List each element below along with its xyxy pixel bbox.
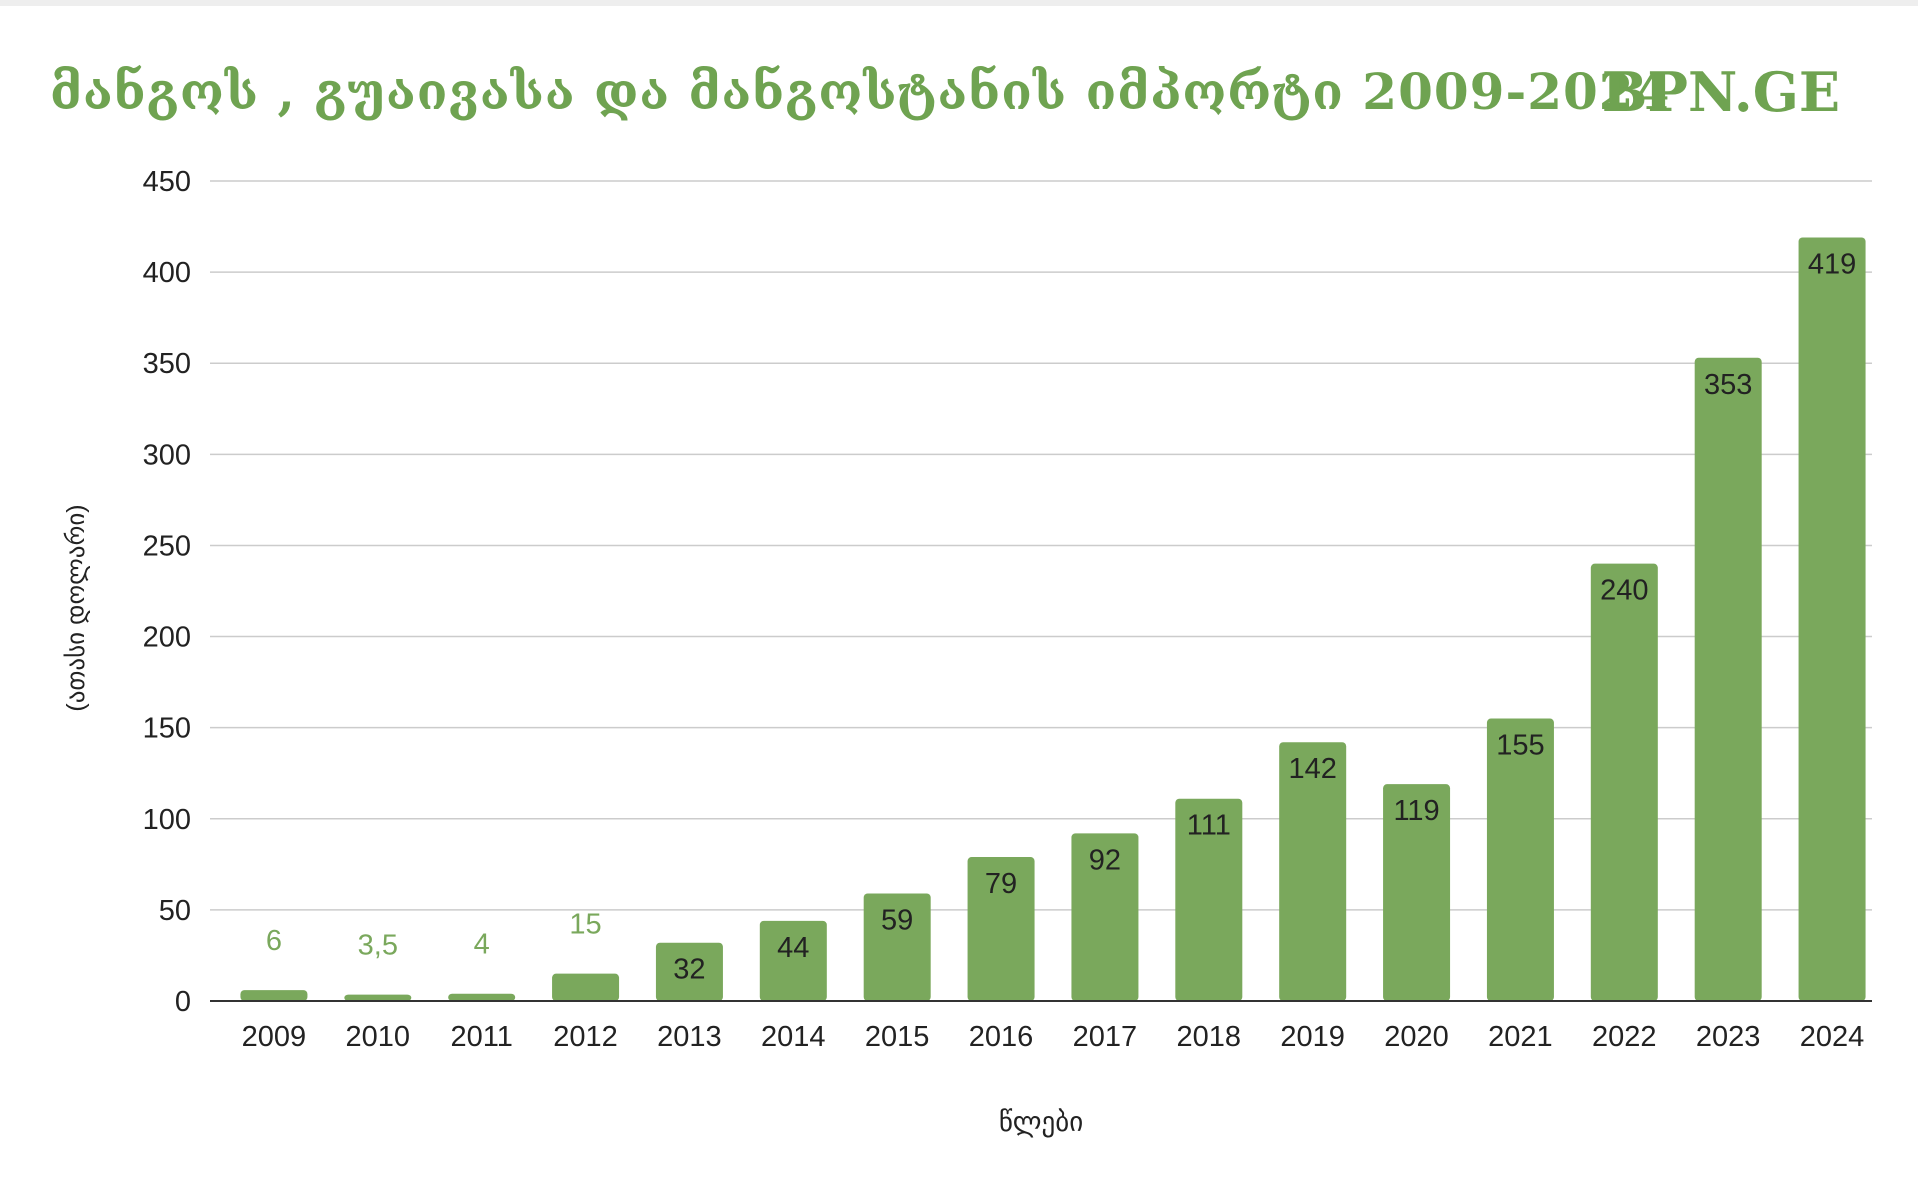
- x-tick-label: 2011: [451, 1021, 513, 1053]
- y-tick-label: 0: [175, 986, 191, 1018]
- x-tick-label: 2015: [865, 1021, 930, 1053]
- data-label-2015: 59: [881, 904, 913, 936]
- data-label-2020: 119: [1393, 795, 1439, 827]
- data-label-2010: 3,5: [358, 930, 398, 962]
- x-axis-title: წლები: [999, 1107, 1083, 1137]
- bar-2015: [863, 893, 931, 1001]
- x-tick-label: 2010: [346, 1021, 411, 1053]
- x-tick-label: 2013: [657, 1021, 722, 1053]
- x-tick-label: 2023: [1696, 1021, 1761, 1053]
- bar-2019: [1279, 742, 1347, 1001]
- bars: [240, 237, 1866, 1001]
- bar-2021: [1486, 718, 1554, 1001]
- y-tick-label: 150: [143, 713, 191, 745]
- x-tick-label: 2009: [242, 1021, 307, 1053]
- y-tick-label: 250: [143, 530, 191, 562]
- bar-2009: [240, 990, 308, 1001]
- chart-title: მანგოს , გუაივასა და მანგოსტანის იმპორტი…: [50, 62, 1671, 121]
- bar-2017: [1071, 833, 1139, 1001]
- x-tick-label: 2012: [553, 1021, 618, 1053]
- data-label-2014: 44: [777, 932, 809, 964]
- bar-2022: [1590, 563, 1658, 1001]
- data-label-2024: 419: [1808, 248, 1856, 280]
- x-tick-label: 2021: [1488, 1021, 1553, 1053]
- bar-2020: [1383, 784, 1451, 1001]
- x-tick-label: 2019: [1280, 1021, 1345, 1053]
- y-tick-label: 300: [143, 439, 191, 471]
- x-tick-label: 2017: [1073, 1021, 1138, 1053]
- data-label-2011: 4: [474, 929, 490, 961]
- bar-2012: [552, 973, 620, 1001]
- x-tick-label: 2022: [1592, 1021, 1657, 1053]
- data-label-2023: 353: [1704, 369, 1752, 401]
- data-label-2018: 111: [1187, 810, 1231, 842]
- bar-2011: [448, 993, 516, 1001]
- bar-2018: [1175, 798, 1243, 1001]
- y-axis-title: (ათასი დოლარი): [62, 504, 90, 711]
- x-tick-label: 2014: [761, 1021, 826, 1053]
- x-axis-ticks: 2009 2010 2011 2012 2013 2014 2015 2016 2017 2018…: [242, 1021, 1865, 1053]
- y-tick-label: 50: [159, 895, 191, 927]
- y-tick-label: 350: [143, 348, 191, 380]
- y-axis-ticks: 0 50 100 150 200 250 300 350 400 450: [143, 166, 191, 1018]
- y-tick-label: 450: [143, 166, 191, 198]
- bar-2014: [759, 920, 827, 1001]
- bar-2016: [967, 857, 1035, 1001]
- top-border: [0, 0, 1918, 6]
- y-tick-label: 200: [143, 622, 191, 654]
- data-label-2016: 79: [985, 868, 1017, 900]
- x-tick-label: 2018: [1177, 1021, 1242, 1053]
- data-label-2013: 32: [673, 954, 705, 986]
- bar-2013: [655, 942, 723, 1001]
- data-label-2012: 15: [569, 909, 601, 941]
- bar-2023: [1694, 357, 1762, 1001]
- data-label-2021: 155: [1496, 730, 1544, 762]
- x-tick-label: 2016: [969, 1021, 1034, 1053]
- y-tick-label: 400: [143, 257, 191, 289]
- y-tick-label: 100: [143, 804, 191, 836]
- bar-2024: [1798, 237, 1866, 1001]
- data-label-2017: 92: [1089, 844, 1121, 876]
- data-labels: 6 3,5 4 15 32 44 59 79 92 111 142 119 155 240 353 419: [266, 248, 1856, 985]
- x-tick-label: 2024: [1800, 1021, 1865, 1053]
- bar-2010: [344, 994, 412, 1001]
- data-label-2022: 240: [1600, 575, 1648, 607]
- brand-logo-text: BPN.GE: [1601, 60, 1840, 124]
- x-tick-label: 2020: [1384, 1021, 1449, 1053]
- data-label-2009: 6: [266, 925, 282, 957]
- data-label-2019: 142: [1288, 753, 1336, 785]
